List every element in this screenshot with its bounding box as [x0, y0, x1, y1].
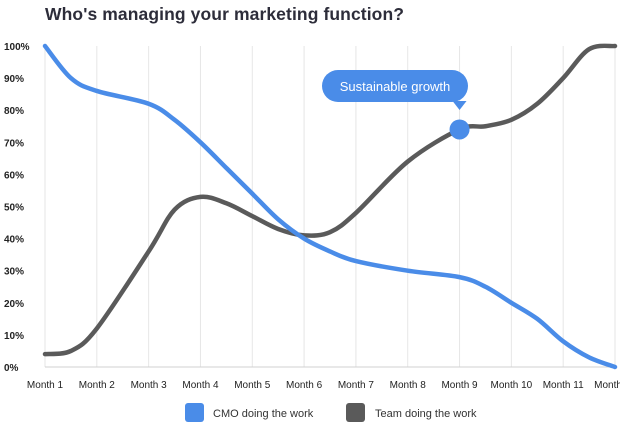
x-tick-label: Month 10: [491, 380, 533, 391]
y-tick-label: 70%: [4, 138, 24, 149]
y-tick-label: 0%: [4, 363, 19, 374]
chart-title: Who's managing your marketing function?: [45, 4, 405, 24]
legend-swatch-cmo: [185, 403, 204, 422]
x-tick-label: Month 9: [441, 380, 478, 391]
annotation-marker: [449, 119, 470, 140]
x-tick-label: Month 8: [390, 380, 427, 391]
x-tick-label: Month 1: [27, 380, 64, 391]
x-tick-label: Month 7: [338, 380, 375, 391]
x-tick-label: Month 2: [79, 380, 116, 391]
y-tick-label: 30%: [4, 267, 24, 278]
legend-swatch-team: [346, 403, 365, 422]
y-tick-label: 10%: [4, 331, 24, 342]
x-tick-label: Month 4: [182, 380, 219, 391]
annotation-label: Sustainable growth: [340, 79, 451, 94]
x-tick-label: Month 12: [594, 380, 620, 391]
y-tick-label: 90%: [4, 74, 24, 85]
y-tick-label: 100%: [4, 42, 30, 53]
legend-label-team: Team doing the work: [375, 408, 477, 420]
x-tick-label: Month 11: [543, 380, 584, 391]
x-tick-label: Month 6: [286, 380, 323, 391]
y-tick-label: 40%: [4, 235, 24, 246]
y-tick-label: 80%: [4, 106, 24, 117]
y-tick-label: 20%: [4, 299, 24, 310]
y-tick-label: 50%: [4, 203, 24, 214]
legend-label-cmo: CMO doing the work: [213, 408, 314, 420]
annotation-bubble: [322, 70, 468, 102]
series-line-team: [42, 43, 618, 357]
x-tick-label: Month 5: [234, 380, 271, 391]
series-line-cmo: [42, 43, 618, 370]
annotation-pointer: [452, 101, 467, 110]
x-tick-label: Month 3: [131, 380, 168, 391]
y-tick-label: 60%: [4, 170, 24, 181]
